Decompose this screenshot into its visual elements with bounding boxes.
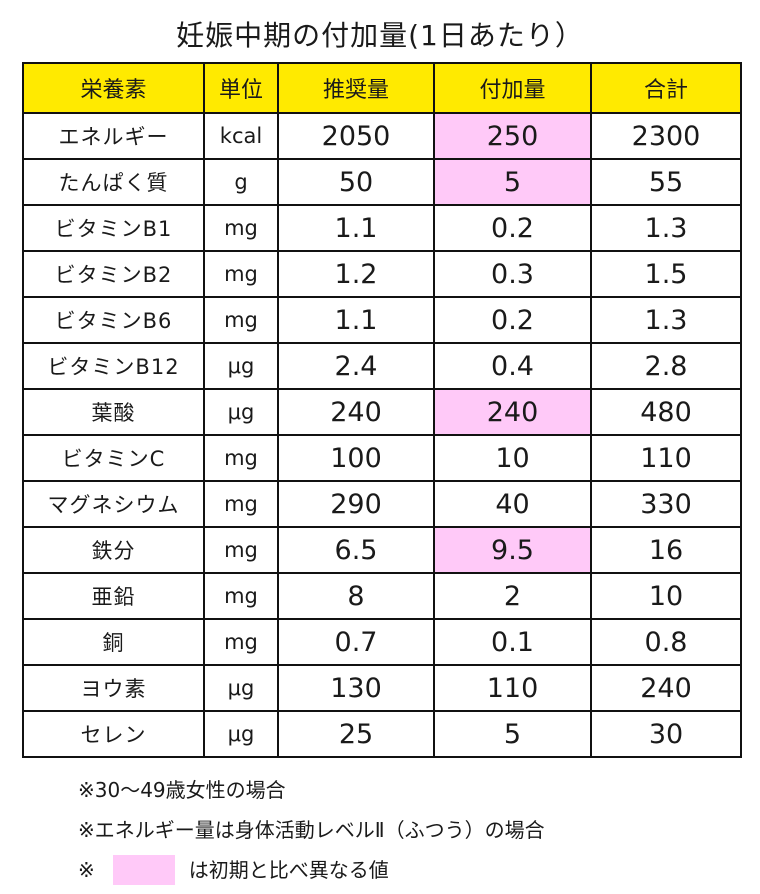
cell-unit: mg (203, 572, 279, 620)
header-addition: 付加量 (433, 62, 592, 114)
cell-total: 240 (590, 664, 742, 712)
cell-recommended: 0.7 (277, 618, 435, 666)
table-row: エネルギー kcal 2050 250 2300 (22, 112, 742, 160)
cell-name: ビタミンC (22, 434, 205, 482)
cell-unit: mg (203, 480, 279, 528)
cell-addition: 5 (433, 158, 592, 206)
cell-addition: 40 (433, 480, 592, 528)
cell-name: 鉄分 (22, 526, 205, 574)
cell-recommended: 2050 (277, 112, 435, 160)
nutrient-table: 栄養素 単位 推奨量 付加量 合計 エネルギー kcal 2050 250 2300 たん… (22, 62, 742, 758)
header-nutrient: 栄養素 (22, 62, 205, 114)
table-row: マグネシウム mg 290 40 330 (22, 480, 742, 528)
cell-recommended: 1.1 (277, 204, 435, 252)
cell-name: たんぱく質 (22, 158, 205, 206)
cell-name: ビタミンB12 (22, 342, 205, 390)
cell-total: 2.8 (590, 342, 742, 390)
cell-total: 55 (590, 158, 742, 206)
cell-recommended: 2.4 (277, 342, 435, 390)
cell-recommended: 50 (277, 158, 435, 206)
cell-recommended: 8 (277, 572, 435, 620)
cell-recommended: 6.5 (277, 526, 435, 574)
cell-name: セレン (22, 710, 205, 758)
cell-total: 1.3 (590, 204, 742, 252)
table-header-row: 栄養素 単位 推奨量 付加量 合計 (22, 62, 742, 114)
cell-addition: 10 (433, 434, 592, 482)
cell-recommended: 1.1 (277, 296, 435, 344)
cell-unit: μg (203, 710, 279, 758)
header-recommended: 推奨量 (277, 62, 435, 114)
cell-total: 1.3 (590, 296, 742, 344)
table-row: セレン μg 25 5 30 (22, 710, 742, 758)
cell-addition: 0.3 (433, 250, 592, 298)
cell-recommended: 290 (277, 480, 435, 528)
page-title: 妊娠中期の付加量(1日あたり） (176, 19, 584, 52)
table-row: ビタミンB12 μg 2.4 0.4 2.8 (22, 342, 742, 390)
cell-addition: 5 (433, 710, 592, 758)
cell-addition: 9.5 (433, 526, 592, 574)
cell-unit: mg (203, 250, 279, 298)
cell-total: 0.8 (590, 618, 742, 666)
cell-addition: 110 (433, 664, 592, 712)
footnotes: ※30～49歳女性の場合 ※エネルギー量は身体活動レベルⅡ（ふつう）の場合 ※ … (78, 770, 545, 890)
cell-unit: mg (203, 526, 279, 574)
cell-unit: μg (203, 664, 279, 712)
cell-unit: kcal (203, 112, 279, 160)
cell-addition: 0.1 (433, 618, 592, 666)
cell-recommended: 1.2 (277, 250, 435, 298)
cell-unit: mg (203, 618, 279, 666)
cell-name: 銅 (22, 618, 205, 666)
table-row: 銅 mg 0.7 0.1 0.8 (22, 618, 742, 666)
table-row: たんぱく質 g 50 5 55 (22, 158, 742, 206)
cell-name: ヨウ素 (22, 664, 205, 712)
cell-name: マグネシウム (22, 480, 205, 528)
cell-name: エネルギー (22, 112, 205, 160)
cell-unit: mg (203, 434, 279, 482)
cell-name: ビタミンB1 (22, 204, 205, 252)
header-unit: 単位 (203, 62, 279, 114)
cell-unit: mg (203, 204, 279, 252)
cell-recommended: 240 (277, 388, 435, 436)
cell-addition: 0.4 (433, 342, 592, 390)
table-row: 亜鉛 mg 8 2 10 (22, 572, 742, 620)
cell-total: 480 (590, 388, 742, 436)
cell-unit: μg (203, 342, 279, 390)
table-row: 鉄分 mg 6.5 9.5 16 (22, 526, 742, 574)
table-row: ビタミンC mg 100 10 110 (22, 434, 742, 482)
note-age: ※30～49歳女性の場合 (78, 778, 286, 802)
table-row: ビタミンB2 mg 1.2 0.3 1.5 (22, 250, 742, 298)
cell-recommended: 25 (277, 710, 435, 758)
cell-addition: 0.2 (433, 204, 592, 252)
header-total: 合計 (590, 62, 742, 114)
table-row: 葉酸 μg 240 240 480 (22, 388, 742, 436)
cell-total: 16 (590, 526, 742, 574)
cell-total: 110 (590, 434, 742, 482)
legend-text: は初期と比べ異なる値 (188, 858, 389, 882)
cell-total: 1.5 (590, 250, 742, 298)
cell-total: 10 (590, 572, 742, 620)
cell-recommended: 130 (277, 664, 435, 712)
table-row: ビタミンB1 mg 1.1 0.2 1.3 (22, 204, 742, 252)
highlight-swatch (112, 855, 175, 885)
cell-total: 30 (590, 710, 742, 758)
cell-total: 2300 (590, 112, 742, 160)
cell-name: 葉酸 (22, 388, 205, 436)
cell-unit: μg (203, 388, 279, 436)
cell-name: ビタミンB6 (22, 296, 205, 344)
cell-name: 亜鉛 (22, 572, 205, 620)
note-legend: ※ は初期と比べ異なる値 (78, 850, 545, 890)
cell-addition: 240 (433, 388, 592, 436)
table-row: ヨウ素 μg 130 110 240 (22, 664, 742, 712)
table-row: ビタミンB6 mg 1.1 0.2 1.3 (22, 296, 742, 344)
cell-recommended: 100 (277, 434, 435, 482)
cell-unit: mg (203, 296, 279, 344)
cell-addition: 250 (433, 112, 592, 160)
cell-total: 330 (590, 480, 742, 528)
cell-unit: g (203, 158, 279, 206)
cell-name: ビタミンB2 (22, 250, 205, 298)
cell-addition: 0.2 (433, 296, 592, 344)
note-activity: ※エネルギー量は身体活動レベルⅡ（ふつう）の場合 (78, 818, 545, 842)
legend-mark: ※ (78, 858, 95, 882)
cell-addition: 2 (433, 572, 592, 620)
